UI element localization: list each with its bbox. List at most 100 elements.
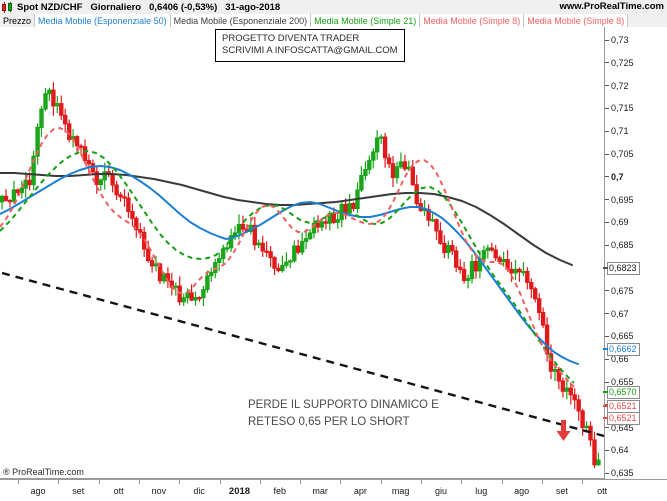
candle-body xyxy=(580,410,585,428)
time-tick-mark xyxy=(259,480,261,484)
candle-body xyxy=(465,278,471,281)
candle-body xyxy=(544,324,550,355)
legend-spacer xyxy=(628,14,667,27)
ema200-line xyxy=(0,172,573,266)
price-tick-label: 0,635 xyxy=(611,468,634,479)
trendline-dashed[interactable] xyxy=(1,271,604,438)
promo-annotation-box[interactable]: PROGETTO DIVENTA TRADER SCRIVIMI A INFOS… xyxy=(215,29,405,62)
candle-body xyxy=(438,230,443,244)
price-label-sma8-b-value: 0,6521 xyxy=(609,413,637,423)
chart-canvas xyxy=(0,82,604,468)
candle-body xyxy=(533,288,538,300)
candle-body xyxy=(0,195,5,203)
candle-body xyxy=(67,123,72,140)
analysis-annotation-text[interactable]: PERDE IL SUPPORTO DINAMICO E RETESO 0,65… xyxy=(248,397,439,431)
tick-mark xyxy=(605,358,609,360)
tick-mark xyxy=(605,85,609,87)
candle-body xyxy=(288,260,293,263)
candle-body xyxy=(118,194,123,198)
candle-body xyxy=(19,187,25,194)
legend-item-sma21[interactable]: Media Mobile (Simple 21) xyxy=(311,14,421,27)
candle-body xyxy=(367,159,372,171)
time-axis[interactable]: ago set ott nov dic 2018 feb mar apr mag giu lug ago… xyxy=(0,479,667,501)
candle-body xyxy=(450,245,455,252)
legend-item-ema200[interactable]: Media Mobile (Esponenziale 200) xyxy=(170,14,312,27)
legend-item-sma8-b[interactable]: Media Mobile (Simple 8) xyxy=(524,14,629,27)
price-tick-label: 0,72 xyxy=(611,80,629,91)
candle-body xyxy=(323,221,329,224)
candle-body xyxy=(201,289,206,299)
candle-body xyxy=(493,249,498,259)
candle-body xyxy=(481,250,487,260)
candle-body xyxy=(525,270,530,283)
price-label-sma8-b: 0,6521 xyxy=(603,412,640,425)
tick-mark xyxy=(605,222,609,224)
price-tick-label: 0,73 xyxy=(611,35,629,45)
candle-body xyxy=(252,224,258,246)
candle-body xyxy=(414,184,419,205)
candle-body xyxy=(509,268,514,274)
provider-watermark: ® ProRealTime.com xyxy=(3,467,84,477)
price-tick-07: 0,7 xyxy=(605,172,624,182)
candle-body xyxy=(197,297,202,300)
candle-body xyxy=(217,258,222,264)
candlestick-series xyxy=(0,82,601,468)
candle-body xyxy=(540,312,546,326)
candle-body xyxy=(284,261,289,266)
time-tick-mark xyxy=(340,480,342,484)
time-tick-giu: giu xyxy=(434,486,448,496)
candle-body xyxy=(556,369,562,382)
candle-body xyxy=(315,222,321,228)
candle-body xyxy=(343,204,348,214)
candle-body xyxy=(371,151,376,161)
price-label-ema50: 0,6662 xyxy=(603,343,640,356)
candle-body xyxy=(517,268,522,273)
legend-item-price[interactable]: Prezzo xyxy=(0,14,36,27)
price-axis[interactable]: 0,73 0,725 0,72 0,715 0,71 0,705 0,7 0,695 0,69 0… xyxy=(603,27,667,479)
price-tick-label: 0,71 xyxy=(611,126,629,137)
price-chart-plot[interactable]: PROGETTO DIVENTA TRADER SCRIVIMI A INFOS… xyxy=(0,27,605,479)
price-tick-label: 0,685 xyxy=(611,240,634,251)
time-tick-ago: ago xyxy=(30,486,46,496)
indicator-legend-bar: Prezzo Media Mobile (Esponenziale 50) Me… xyxy=(0,14,667,28)
tick-mark xyxy=(605,381,609,383)
price-label-sma8-a: 0,6521 xyxy=(603,400,640,413)
ema50-line xyxy=(0,165,579,365)
candle-body xyxy=(303,238,309,242)
candle-body xyxy=(434,219,439,232)
analysis-line-1: PERDE IL SUPPORTO DINAMICO E xyxy=(248,399,439,411)
candle-body xyxy=(276,267,281,272)
candle-body xyxy=(11,189,17,202)
time-tick-feb: feb xyxy=(273,486,287,496)
candle-body xyxy=(134,217,139,231)
candle-body xyxy=(461,268,467,281)
candle-body xyxy=(55,103,60,107)
time-tick-set: set xyxy=(72,486,85,496)
candle-body xyxy=(149,260,155,267)
candle-body xyxy=(31,155,36,186)
time-tick-mark xyxy=(501,480,503,484)
price-tick-0645: 0,645 xyxy=(605,423,634,433)
legend-item-sma8-a[interactable]: Media Mobile (Simple 8) xyxy=(420,14,525,27)
candle-body xyxy=(521,270,526,274)
price-tick-067: 0,67 xyxy=(605,309,629,319)
price-tick-073: 0,73 xyxy=(605,35,629,45)
candle-body xyxy=(7,200,13,203)
candle-body xyxy=(473,261,479,272)
tick-mark xyxy=(605,108,609,110)
price-label-sma21: 0,6570 xyxy=(603,386,640,399)
price-tick-0665: 0,665 xyxy=(605,331,634,341)
legend-item-ema50[interactable]: Media Mobile (Esponenziale 50) xyxy=(35,14,171,27)
candle-body xyxy=(596,459,601,466)
candle-body xyxy=(181,297,186,303)
candle-body xyxy=(193,297,198,301)
candle-body xyxy=(398,161,404,168)
sma8-line xyxy=(0,126,575,388)
candle-body xyxy=(359,175,364,191)
candle-body xyxy=(300,240,305,253)
candle-body xyxy=(489,247,495,251)
candle-body xyxy=(74,136,80,147)
price-tick-072: 0,72 xyxy=(605,81,629,91)
candle-body xyxy=(209,272,214,277)
